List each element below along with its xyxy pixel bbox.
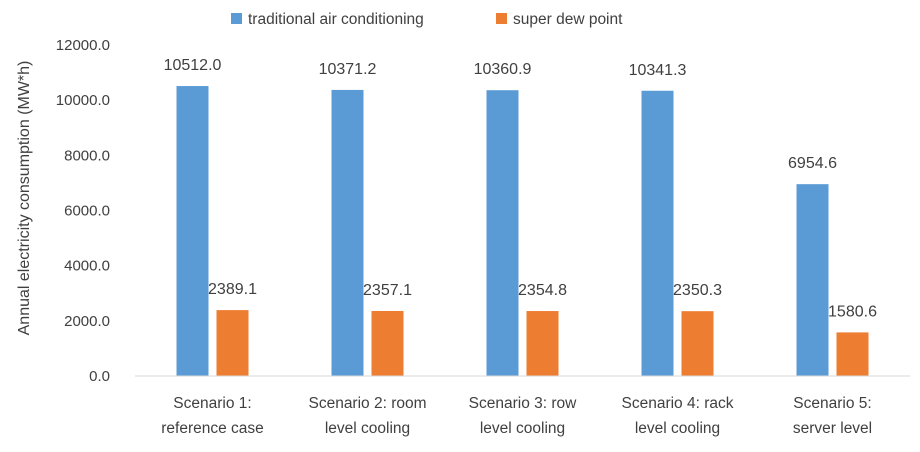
y-tick-label: 0.0: [89, 368, 110, 385]
legend-label: super dew point: [513, 11, 623, 28]
data-label: 2350.3: [673, 282, 722, 299]
legend-swatch: [496, 13, 507, 24]
y-tick-label: 12000.0: [56, 37, 110, 54]
y-tick-label: 4000.0: [64, 258, 110, 275]
x-category-label: Scenario 4: rack: [622, 395, 734, 412]
x-category-label: level cooling: [635, 420, 720, 437]
data-label: 1580.6: [828, 303, 877, 320]
bar-traditional-3: [486, 90, 519, 376]
data-label: 10512.0: [164, 57, 222, 74]
bar-super-dew-point-5: [836, 332, 869, 376]
data-label: 10360.9: [474, 61, 532, 78]
bar-super-dew-point-1: [216, 310, 249, 376]
bar-super-dew-point-4: [681, 311, 714, 376]
bar-traditional-1: [176, 86, 209, 376]
data-label: 10371.2: [319, 61, 377, 78]
y-tick-label: 2000.0: [64, 313, 110, 330]
legend-swatch: [231, 13, 242, 24]
x-category-label: Scenario 2: room: [308, 395, 426, 412]
y-tick-label: 10000.0: [56, 92, 110, 109]
x-category-label: Scenario 5:: [793, 395, 871, 412]
data-label: 2354.8: [518, 282, 567, 299]
data-labels: 10512.0 2389.1 10371.2 2357.1 10360.9 2354.8 1…: [164, 57, 877, 320]
bar-super-dew-point-2: [371, 310, 404, 376]
data-label: 6954.6: [788, 155, 837, 172]
x-axis-category-labels: Scenario 1: reference case Scenario 2: roo…: [161, 395, 872, 437]
bar-traditional-4: [641, 90, 674, 376]
bar-traditional-5: [796, 184, 829, 376]
data-label: 2357.1: [363, 282, 412, 299]
bars: [176, 86, 869, 376]
y-tick-label: 6000.0: [64, 203, 110, 220]
bar-super-dew-point-3: [526, 311, 559, 376]
x-category-label: level cooling: [480, 420, 565, 437]
y-axis-ticks: 0.0 2000.0 4000.0 6000.0 8000.0 10000.0 12000.…: [56, 37, 110, 385]
x-category-label: Scenario 1:: [173, 395, 251, 412]
x-category-label: Scenario 3: row: [469, 395, 577, 412]
x-category-label: server level: [793, 420, 872, 437]
x-category-label: reference case: [161, 420, 264, 437]
data-label: 10341.3: [629, 62, 687, 79]
legend-label: traditional air conditioning: [248, 11, 424, 28]
data-label: 2389.1: [208, 281, 257, 298]
legend: traditional air conditioning super dew po…: [231, 11, 623, 28]
bar-traditional-2: [331, 89, 364, 376]
x-category-label: level cooling: [325, 420, 410, 437]
y-tick-label: 8000.0: [64, 147, 110, 164]
y-axis-label: Annual electricity consumption (MW*h): [16, 61, 33, 336]
